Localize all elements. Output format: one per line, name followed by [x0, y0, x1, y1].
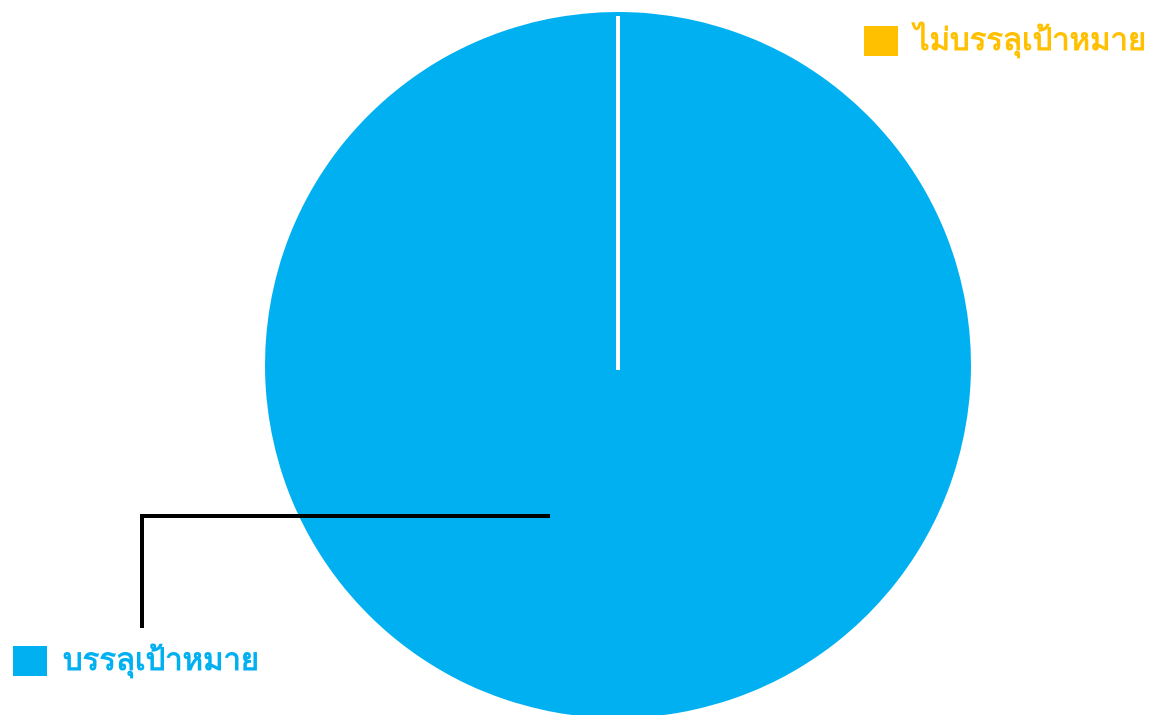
legend-label-not-achieved: ไม่บรรลุเป้าหมาย	[914, 25, 1146, 56]
legend-swatch-achieved	[13, 646, 47, 676]
legend-label-achieved: บรรลุเป้าหมาย	[63, 645, 259, 676]
legend-swatch-not-achieved	[864, 26, 898, 56]
legend-item-not-achieved: ไม่บรรลุเป้าหมาย	[864, 25, 1146, 56]
legend-item-achieved: บรรลุเป้าหมาย	[13, 645, 259, 676]
